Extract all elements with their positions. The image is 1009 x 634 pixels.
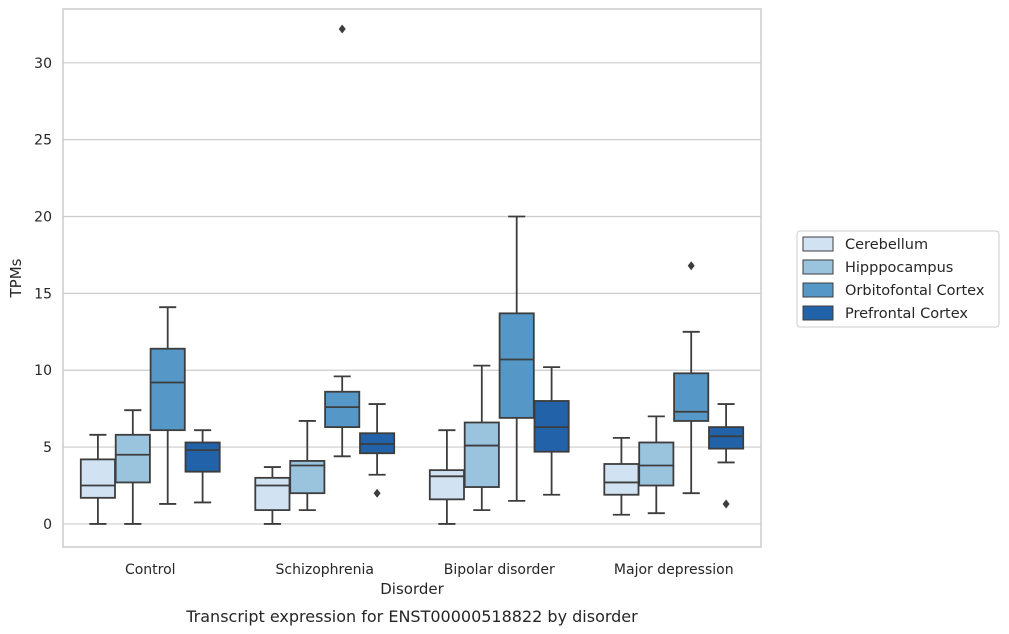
outlier-marker [687, 261, 695, 271]
box-hipppocampus-schizophrenia [289, 420, 326, 512]
legend-swatch [802, 236, 834, 252]
iqr-box [254, 476, 291, 512]
legend-swatch [802, 282, 834, 298]
box-prefrontal-cortex-bipolar-disorder [533, 366, 570, 496]
box-prefrontal-cortex-major-depression [708, 403, 745, 509]
iqr-box [463, 421, 500, 488]
y-tick-label: 30 [34, 56, 52, 72]
legend-label: Prefrontal Cortex [845, 306, 968, 322]
legend-frame [796, 230, 1000, 328]
box-cerebellum-schizophrenia [254, 466, 291, 525]
box-orbitofontal-cortex-schizophrenia [324, 24, 361, 458]
iqr-box [114, 433, 151, 484]
y-tick-label: 25 [34, 133, 52, 149]
legend-swatch [802, 259, 834, 275]
x-tick-label: Control [125, 562, 176, 578]
outlier-marker [338, 24, 346, 34]
x-tick-label: Major depression [614, 562, 734, 578]
y-tick-label: 0 [43, 517, 52, 533]
iqr-box [149, 347, 186, 432]
iqr-box [603, 463, 640, 496]
box-prefrontal-cortex-control [184, 429, 221, 504]
y-axis-title: TPMs [7, 258, 25, 298]
box-prefrontal-cortex-schizophrenia [359, 403, 396, 498]
y-tick-labels: 0 5 10 15 20 25 30 [34, 56, 52, 533]
iqr-box [79, 458, 116, 499]
outlier-marker [722, 499, 730, 509]
box-orbitofontal-cortex-bipolar-disorder [498, 215, 535, 502]
box-hipppocampus-major-depression [638, 415, 675, 515]
box-cerebellum-bipolar-disorder [428, 429, 465, 525]
box-orbitofontal-cortex-major-depression [673, 261, 710, 495]
box-orbitofontal-cortex-control [149, 306, 186, 505]
iqr-box [708, 426, 745, 450]
legend-label: Cerebellum [845, 237, 928, 253]
iqr-box [498, 312, 535, 419]
x-tick-label: Schizophrenia [276, 562, 374, 578]
box-hipppocampus-control [114, 409, 151, 525]
iqr-box [324, 390, 361, 429]
plot-frame [62, 8, 762, 548]
iqr-box [673, 372, 710, 422]
legend-swatch [802, 305, 834, 321]
y-tick-label: 20 [34, 210, 52, 226]
box-hipppocampus-bipolar-disorder [463, 364, 500, 512]
box-series [79, 24, 745, 525]
chart-caption: Transcript expression for ENST0000051882… [185, 607, 638, 626]
legend-label: Orbitofontal Cortex [845, 283, 985, 299]
y-tick-label: 5 [43, 440, 52, 456]
iqr-box [428, 469, 465, 501]
y-tick-label: 10 [34, 363, 52, 379]
legend: Cerebellum Hipppocampus Orbitofontal Corte… [796, 230, 1000, 328]
x-tick-labels: Control Schizophrenia Bipolar disorder Majo… [125, 562, 734, 578]
x-tick-label: Bipolar disorder [444, 562, 555, 578]
iqr-box [638, 441, 675, 487]
outlier-marker [373, 488, 381, 498]
y-tick-label: 15 [34, 286, 52, 302]
iqr-box [184, 441, 221, 473]
x-axis-title: Disorder [380, 580, 444, 598]
legend-label: Hipppocampus [845, 260, 953, 276]
